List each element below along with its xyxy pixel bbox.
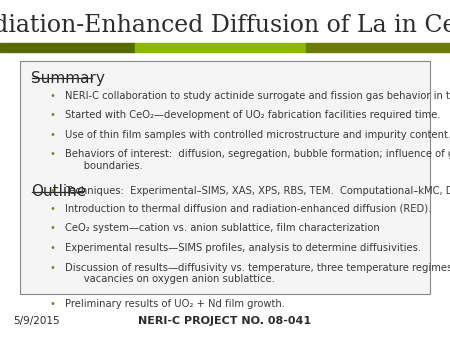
Text: •: • — [50, 130, 55, 140]
Text: CeO₂ system—cation vs. anion sublattice, film characterization: CeO₂ system—cation vs. anion sublattice,… — [65, 223, 380, 234]
Text: Introduction to thermal diffusion and radiation-enhanced diffusion (RED).: Introduction to thermal diffusion and ra… — [65, 204, 432, 214]
Bar — [135, 43, 306, 52]
Text: NERI-C PROJECT NO. 08-041: NERI-C PROJECT NO. 08-041 — [139, 316, 311, 326]
Text: •: • — [50, 263, 55, 273]
Text: Radiation-Enhanced Diffusion of La in Ceria: Radiation-Enhanced Diffusion of La in Ce… — [0, 14, 450, 37]
Text: Techniques:  Experimental–SIMS, XAS, XPS, RBS, TEM.  Computational–kMC, DFT, MD.: Techniques: Experimental–SIMS, XAS, XPS,… — [65, 186, 450, 196]
Text: •: • — [50, 204, 55, 214]
FancyBboxPatch shape — [20, 61, 430, 294]
Text: Started with CeO₂—development of UO₂ fabrication facilities required time.: Started with CeO₂—development of UO₂ fab… — [65, 110, 441, 120]
Text: •: • — [50, 149, 55, 160]
Text: •: • — [50, 243, 55, 253]
Text: Discussion of results—diffusivity vs. temperature, three temperature regimes, in: Discussion of results—diffusivity vs. te… — [65, 263, 450, 284]
Text: Outline: Outline — [32, 184, 87, 199]
Text: Experimental results—SIMS profiles, analysis to determine diffusivities.: Experimental results—SIMS profiles, anal… — [65, 243, 421, 253]
Text: Behaviors of interest:  diffusion, segregation, bubble formation; influence of g: Behaviors of interest: diffusion, segreg… — [65, 149, 450, 171]
Bar — [306, 43, 450, 52]
Text: 5/9/2015: 5/9/2015 — [14, 316, 60, 326]
Text: •: • — [50, 223, 55, 234]
Text: Use of thin film samples with controlled microstructure and impurity content.: Use of thin film samples with controlled… — [65, 130, 450, 140]
Text: •: • — [50, 299, 55, 309]
Text: Preliminary results of UO₂ + Nd film growth.: Preliminary results of UO₂ + Nd film gro… — [65, 299, 285, 309]
Text: •: • — [50, 186, 55, 196]
Text: •: • — [50, 91, 55, 101]
Text: Summary: Summary — [32, 71, 105, 86]
Bar — [0, 43, 135, 52]
Text: NERI-C collaboration to study actinide surrogate and fission gas behavior in thi: NERI-C collaboration to study actinide s… — [65, 91, 450, 101]
Text: •: • — [50, 110, 55, 120]
